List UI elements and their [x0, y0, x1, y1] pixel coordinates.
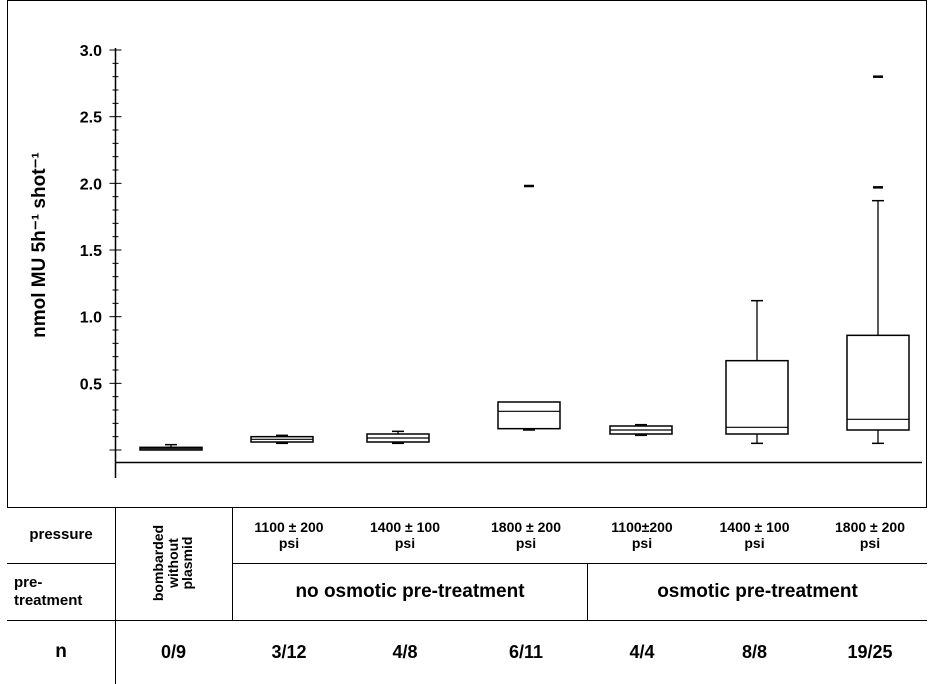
y-axis-label: nmol MU 5h⁻¹ shot⁻¹ [29, 152, 50, 338]
group-osmotic: osmotic pre-treatment [657, 580, 858, 602]
box-3 [366, 430, 430, 445]
box-iqr [846, 334, 910, 431]
data-table: pressure pre- treatment n bombarded with… [7, 507, 927, 684]
n-value-2: 3/12 [271, 641, 307, 662]
row-label-pressure: pressure [29, 526, 93, 544]
pressure-3: 1800 ± 200 psi [491, 518, 561, 551]
table-top-border [7, 507, 927, 508]
table-row-divider-1b [232, 563, 927, 564]
control-label: bombarded without plasmid [115, 507, 232, 620]
box-7 [846, 75, 910, 445]
y-tick-label: 3.0 [80, 43, 102, 60]
n-value-4: 6/11 [508, 641, 544, 662]
pressure-1: 1100 ± 200 psi [254, 518, 324, 551]
control-label-text: bombarded without plasmid [150, 525, 196, 602]
box-5 [609, 423, 673, 437]
n-value-3: 4/8 [392, 641, 418, 662]
box-4 [497, 184, 561, 431]
group-no-osmotic: no osmotic pre-treatment [295, 580, 525, 602]
row-label-n: n [55, 641, 67, 663]
box-plot-chart: 0.5 1.0 1.5 2.0 2.5 3.0 nmol MU 5h⁻¹ shot⁻¹ [7, 0, 927, 507]
table-col-divider-3 [587, 563, 588, 620]
box-iqr [497, 401, 561, 430]
y-tick-label: 1.5 [80, 243, 102, 260]
pressure-6: 1800 ± 200 psi [835, 518, 905, 551]
pressure-4: 1100±200 psi [611, 518, 673, 551]
n-value-5: 4/4 [629, 641, 655, 662]
table-col-divider-2 [232, 507, 233, 620]
box-iqr [725, 359, 789, 435]
n-value-7: 19/25 [847, 641, 893, 662]
pressure-5: 1400 ± 100 psi [719, 518, 790, 551]
table-row-divider-2 [7, 620, 927, 621]
table-row-divider-1 [7, 563, 115, 564]
n-value-1: 0/9 [160, 641, 187, 662]
box-6 [725, 299, 789, 445]
box-1 [139, 443, 203, 451]
y-tick-label: 0.5 [80, 376, 102, 393]
y-tick-label: 2.5 [80, 110, 102, 127]
row-label-pretreatment: pre- treatment [14, 574, 83, 609]
n-value-6: 8/8 [741, 641, 768, 662]
y-tick-label: 1.0 [80, 310, 102, 327]
table-col-divider-1 [115, 507, 116, 684]
box-2 [250, 434, 314, 445]
y-tick-label: 2.0 [80, 176, 102, 193]
pressure-2: 1400 ± 100 psi [370, 518, 440, 551]
